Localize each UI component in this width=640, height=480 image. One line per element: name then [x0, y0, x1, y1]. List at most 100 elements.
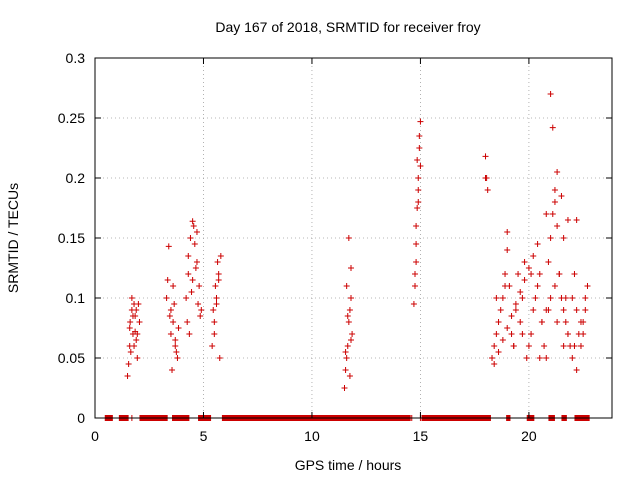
- data-point: [184, 319, 191, 325]
- gridlines: [95, 58, 612, 418]
- data-point: [499, 295, 506, 301]
- data-point: [493, 295, 500, 301]
- data-point: [484, 187, 491, 193]
- data-point: [538, 319, 545, 325]
- data-point: [128, 295, 135, 301]
- data-point: [170, 319, 177, 325]
- data-point: [564, 217, 571, 223]
- data-point: [187, 235, 194, 241]
- data-point: [413, 223, 420, 229]
- data-point: [183, 295, 190, 301]
- data-point: [545, 307, 552, 313]
- data-point: [215, 277, 222, 283]
- data-point: [525, 265, 532, 271]
- data-point: [342, 367, 349, 373]
- data-point: [551, 283, 558, 289]
- data-point: [164, 277, 171, 283]
- data-point: [193, 259, 200, 265]
- data-point: [346, 307, 353, 313]
- data-point: [545, 259, 552, 265]
- data-point: [346, 373, 353, 379]
- data-point: [517, 319, 524, 325]
- data-point: [172, 337, 179, 343]
- data-points: [104, 91, 591, 421]
- data-point: [167, 307, 174, 313]
- data-point: [417, 118, 424, 125]
- data-point: [198, 307, 205, 313]
- y-tick-label: 0.1: [66, 290, 86, 306]
- data-point: [185, 253, 192, 259]
- data-point: [491, 361, 498, 367]
- data-point: [124, 373, 131, 379]
- data-point: [534, 241, 541, 247]
- data-point: [547, 295, 554, 301]
- x-tick-label: 20: [521, 428, 537, 444]
- y-tick-label: 0.05: [58, 350, 85, 366]
- data-point: [502, 271, 509, 277]
- data-point: [584, 283, 591, 289]
- data-point: [564, 331, 571, 337]
- data-point: [136, 319, 143, 325]
- data-point: [554, 223, 561, 229]
- data-point: [541, 343, 548, 349]
- data-point: [525, 343, 532, 349]
- y-axis-label: SRMTID / TECUs: [5, 183, 21, 293]
- data-point: [534, 283, 541, 289]
- data-point: [344, 313, 351, 319]
- data-point: [543, 211, 550, 217]
- data-point: [133, 307, 140, 313]
- data-point: [131, 343, 138, 349]
- data-point: [410, 301, 417, 307]
- data-point: [345, 235, 352, 241]
- data-point: [211, 331, 218, 337]
- data-point: [216, 355, 223, 361]
- data-point: [167, 331, 174, 337]
- data-point: [127, 319, 134, 325]
- data-point: [348, 265, 355, 271]
- data-point: [415, 187, 422, 193]
- data-point: [345, 319, 352, 325]
- data-point: [580, 331, 587, 337]
- data-point: [523, 355, 530, 361]
- data-point: [412, 283, 419, 289]
- data-point: [551, 199, 558, 205]
- data-point: [173, 349, 180, 355]
- data-point: [521, 259, 528, 265]
- data-point: [212, 283, 219, 289]
- data-point: [510, 343, 517, 349]
- data-point: [504, 325, 511, 331]
- data-point: [515, 271, 522, 277]
- data-point: [343, 355, 350, 361]
- data-point: [165, 243, 172, 250]
- data-point: [532, 295, 539, 301]
- data-point: [528, 331, 535, 337]
- data-point: [508, 331, 515, 337]
- data-point: [196, 283, 203, 289]
- axis-ticks: 0 0.05 0.1 0.15 0.2 0.25 0.3 0 5 10 15 20: [58, 50, 612, 444]
- data-point: [193, 229, 200, 235]
- data-point: [349, 331, 356, 337]
- data-point: [213, 301, 220, 307]
- data-point: [493, 331, 500, 337]
- data-point: [577, 319, 584, 325]
- data-point: [211, 319, 218, 325]
- data-point: [191, 241, 198, 247]
- data-point: [582, 307, 589, 313]
- chart-title: Day 167 of 2018, SRMTID for receiver fro…: [215, 19, 480, 35]
- data-point: [512, 307, 519, 313]
- data-point: [562, 295, 569, 301]
- data-point: [573, 367, 580, 373]
- data-point: [343, 283, 350, 289]
- data-point: [342, 349, 349, 355]
- data-point: [558, 193, 565, 199]
- data-point: [134, 355, 141, 361]
- data-point: [132, 328, 139, 335]
- data-point: [504, 229, 511, 235]
- data-point: [192, 265, 199, 271]
- data-point: [171, 301, 178, 307]
- y-tick-label: 0.2: [66, 170, 86, 186]
- data-point: [126, 325, 133, 331]
- data-point: [416, 133, 423, 139]
- data-point: [489, 355, 496, 361]
